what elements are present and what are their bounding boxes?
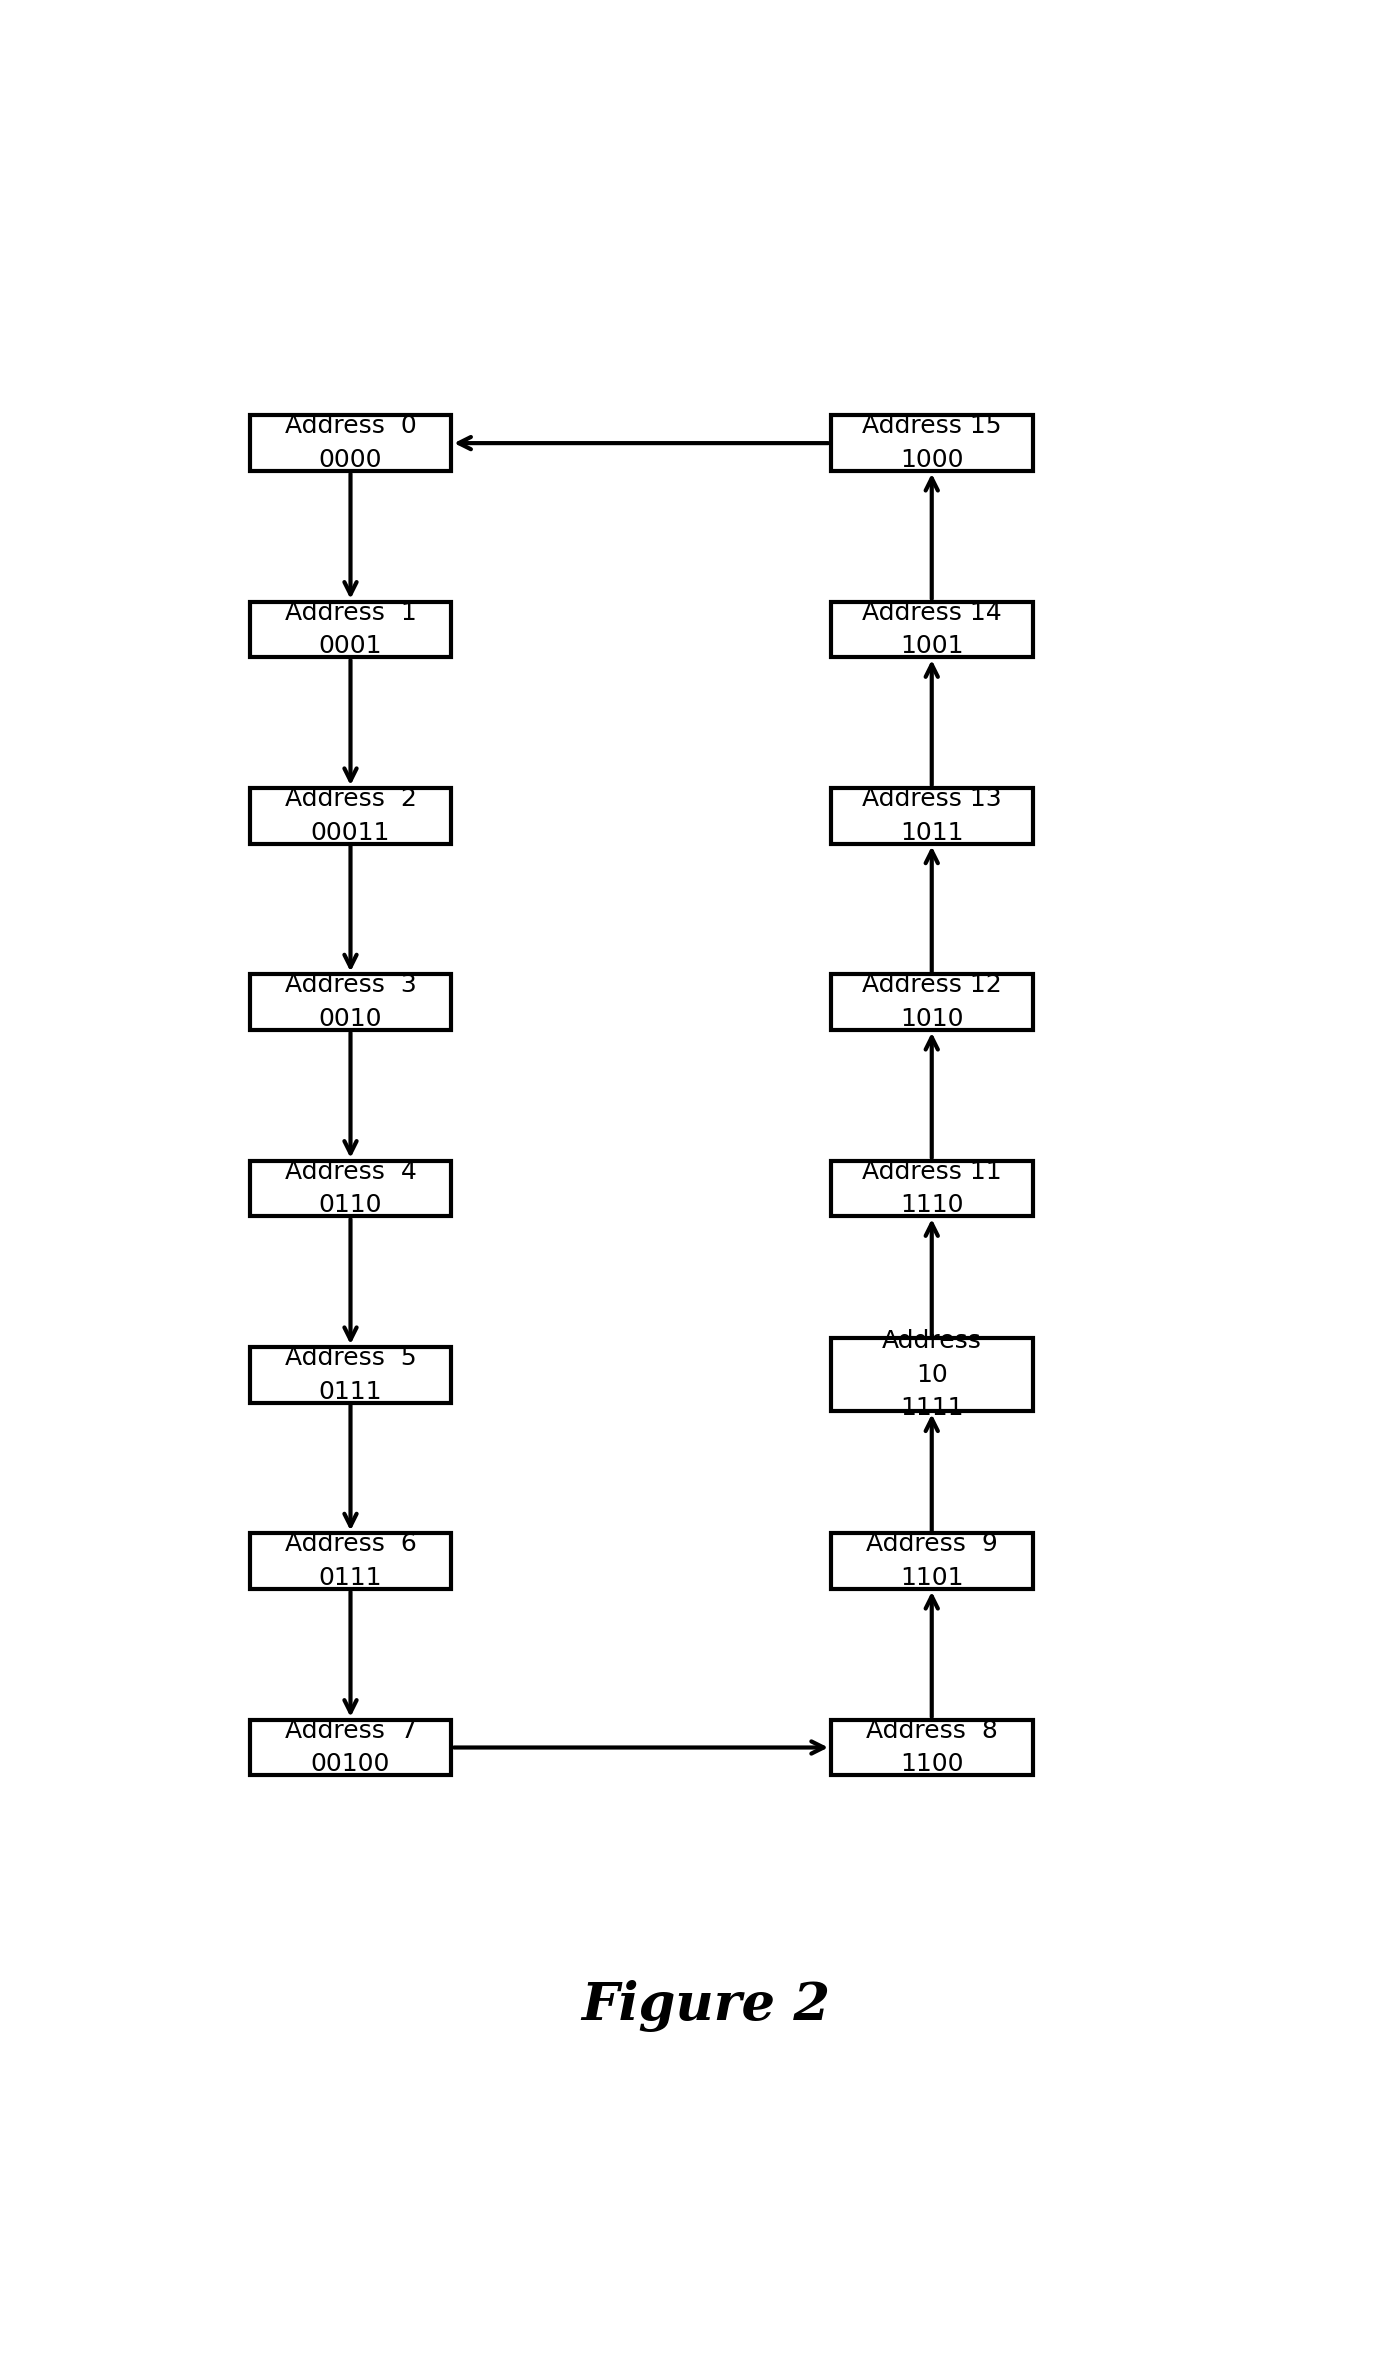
Bar	[831, 1719, 1032, 1776]
Text: Address 14
1001: Address 14 1001	[861, 601, 1002, 658]
Text: Address 11
1110: Address 11 1110	[861, 1160, 1002, 1217]
Text: Address  4
0110: Address 4 0110	[285, 1160, 416, 1217]
Bar	[831, 1160, 1032, 1217]
Bar	[831, 788, 1032, 844]
Text: Address  8
1100: Address 8 1100	[865, 1719, 998, 1776]
Text: Address 15
1000: Address 15 1000	[863, 415, 1002, 472]
Bar	[831, 415, 1032, 472]
Bar	[249, 1719, 451, 1776]
Text: Address 12
1010: Address 12 1010	[861, 974, 1002, 1030]
Bar	[831, 1533, 1032, 1589]
Text: Address  2
00011: Address 2 00011	[285, 788, 416, 844]
Bar	[831, 601, 1032, 658]
Text: Address  0
0000: Address 0 0000	[285, 415, 416, 472]
Text: Address  3
0010: Address 3 0010	[285, 974, 416, 1030]
Text: Address
10
1111: Address 10 1111	[882, 1330, 981, 1420]
Bar	[249, 974, 451, 1030]
Text: Address  5
0111: Address 5 0111	[285, 1346, 416, 1403]
Text: Address  1
0001: Address 1 0001	[285, 601, 416, 658]
Bar	[249, 601, 451, 658]
Bar	[249, 1160, 451, 1217]
Bar	[831, 1339, 1032, 1412]
Text: Address  7
00100: Address 7 00100	[285, 1719, 416, 1776]
Text: Address  9
1101: Address 9 1101	[865, 1533, 998, 1589]
Text: Address 13
1011: Address 13 1011	[861, 788, 1002, 844]
Text: Figure 2: Figure 2	[582, 1981, 831, 2033]
Bar	[249, 415, 451, 472]
Text: Address  6
0111: Address 6 0111	[285, 1533, 416, 1589]
Bar	[831, 974, 1032, 1030]
Bar	[249, 1346, 451, 1403]
Bar	[249, 788, 451, 844]
Bar	[249, 1533, 451, 1589]
